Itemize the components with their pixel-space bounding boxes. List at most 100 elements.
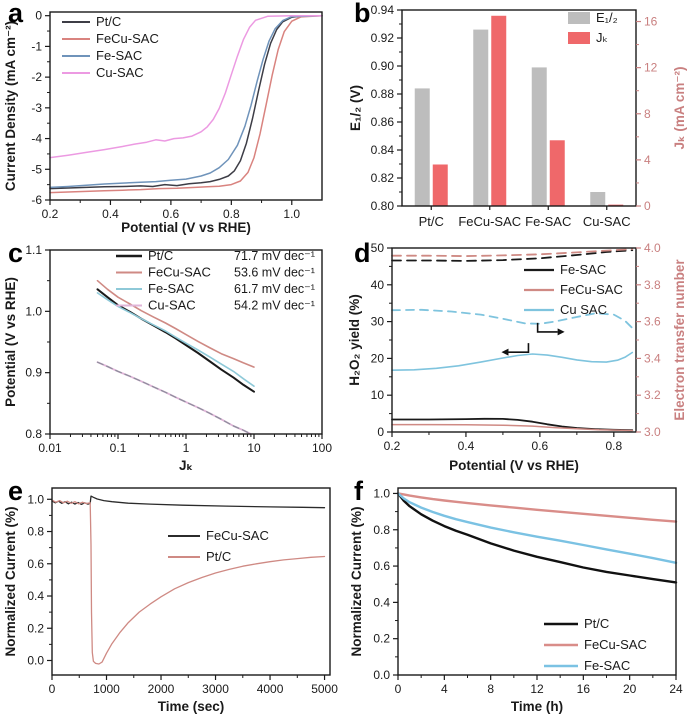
b-bar-Jk-0 [432, 164, 448, 206]
y-tick-label: 0.94 [371, 3, 395, 17]
d-legend-item-2: Cu SAC [524, 302, 607, 317]
d-series-Fe-SAC-n [391, 249, 634, 262]
x-tick-label: 0.01 [38, 441, 62, 455]
legend-label: Fe-SAC [584, 658, 630, 673]
panel-f-label: f [354, 476, 363, 506]
y-tick-label: 0.8 [373, 523, 390, 537]
x-tick-label: 24 [669, 682, 683, 696]
x-tick-label: 0 [49, 682, 56, 696]
b-bar-E1/2-3 [590, 192, 606, 206]
legend-label: Pt/C [584, 616, 609, 631]
b-bar-Jk-2 [549, 140, 565, 206]
legend-value: 53.6 mV dec⁻¹ [234, 266, 315, 280]
e-legend-item-0: FeCu-SAC [168, 528, 269, 543]
x-tick-label: 0.4 [102, 207, 119, 221]
chart-b: Pt/C FeCu-SAC Fe-SAC Cu-SAC 0.80 0.82 0.84 0.86… [348, 3, 687, 229]
x-tick-label: 1 [183, 441, 190, 455]
x-tick-label: 2000 [148, 682, 175, 696]
legend-value: 71.7 mV dec⁻¹ [234, 249, 315, 263]
f-legend-item-2: Fe-SAC [544, 658, 630, 673]
b-bar-E1/2-1 [473, 29, 489, 206]
legend-label: Pt/C [206, 549, 231, 564]
c-series-Cu-SAC-fit [96, 361, 252, 435]
panel-a-label: a [8, 0, 24, 28]
e-legend-item-1: Pt/C [168, 549, 231, 564]
c-ylabel: Potential (V vs RHE) [3, 277, 18, 407]
legend-label: FeCu-SAC [560, 282, 623, 297]
y-tick-label: 1.0 [373, 486, 390, 500]
y-tick-label: 0.0 [27, 653, 44, 667]
y-tick-label: 0.2 [373, 632, 390, 646]
d-legend-item-0: Fe-SAC [524, 262, 606, 277]
panel-c: c 0.01 0.1 1 10 100 0.8 0.9 1.0 1.1 Jₖ Potential (… [0, 240, 346, 478]
axis-arrow [508, 343, 530, 353]
f-series-Pt/C [396, 492, 678, 584]
legend-value: 61.7 mV dec⁻¹ [234, 282, 315, 296]
y-tick-label: -1 [31, 39, 42, 53]
legend-label: Jₖ [596, 30, 608, 45]
y2-tick-label: 4.0 [644, 241, 661, 255]
c-legend-item-2: Fe-SAC 61.7 mV dec⁻¹ [116, 281, 315, 296]
y-tick-label: -2 [31, 70, 42, 84]
y-tick-label: 0.90 [371, 59, 395, 73]
x-tick-label: 0.8 [605, 439, 622, 453]
c-series-Pt/C [96, 288, 255, 393]
x-tick-label: 12 [530, 682, 544, 696]
e-series-Pt/C [51, 499, 326, 665]
f-series-Fe-SAC [396, 492, 678, 565]
y2-tick-label: 3.4 [644, 351, 661, 365]
y-tick-label: 0.80 [371, 199, 395, 213]
legend-label: Cu-SAC [96, 65, 144, 80]
legend-value: 54.2 mV dec⁻¹ [234, 299, 315, 313]
y-tick-label: 1.0 [27, 492, 44, 506]
y-tick-label: -3 [31, 101, 42, 115]
b-bar-Jk-1 [491, 15, 507, 206]
category-label: Cu-SAC [583, 214, 631, 229]
category-label: Fe-SAC [525, 214, 571, 229]
legend-label: FeCu-SAC [148, 265, 211, 280]
panel-a: a 0.2 0.4 0.6 0.8 1.0 0 -1 -2 -3 -4 -5 -6 Potential … [0, 0, 346, 240]
y-tick-label: 0.92 [371, 31, 395, 45]
c-series-Fe-SAC [96, 292, 255, 387]
d-legend-item-1: FeCu-SAC [524, 282, 623, 297]
legend-label: Fe-SAC [148, 281, 194, 296]
chart-c: 0.01 0.1 1 10 100 0.8 0.9 1.0 1.1 Jₖ Potential (V … [3, 243, 332, 473]
y-tick-label: 0.82 [371, 171, 395, 185]
x-tick-label: 0.2 [42, 207, 59, 221]
legend-label: FeCu-SAC [96, 31, 159, 46]
a-legend-item-2: Fe-SAC [62, 48, 142, 63]
panel-d: d 0.2 0.4 0.6 0.8 0 10 20 30 40 50 3.0 3.2 3.4 3.6 3.8… [346, 240, 692, 478]
y-tick-label: 0.86 [371, 115, 395, 129]
x-tick-label: 5000 [311, 682, 338, 696]
c-series-FeCu-SAC [96, 279, 255, 368]
a-series-Fe-SAC [49, 14, 323, 189]
chart-e: 0 1000 2000 3000 4000 5000 0.0 0.2 0.4 0.6 0.8 1.0 T… [3, 487, 338, 714]
panel-c-label: c [8, 238, 24, 268]
d-ylabel2: Electron transfer number [672, 259, 687, 421]
y2-tick-label: 3.0 [644, 425, 661, 439]
chart-a: 0.2 0.4 0.6 0.8 1.0 0 -1 -2 -3 -4 -5 -6 Potential (V… [3, 9, 323, 235]
a-series-FeCu-SAC [49, 14, 323, 194]
y-tick-label: 1.1 [25, 243, 42, 257]
f-ylabel: Normalized Current (%) [349, 506, 364, 656]
legend-label: Pt/C [96, 14, 121, 29]
b-legend-item-0: E₁/₂ [568, 10, 618, 25]
legend-label: Pt/C [148, 248, 173, 263]
y-tick-label: 0 [35, 9, 42, 23]
chart-d: 0.2 0.4 0.6 0.8 0 10 20 30 40 50 3.0 3.2 3.4 3.6 3.8 4.… [347, 241, 687, 473]
d-series-FeCu-SAC-yield [391, 423, 634, 432]
x-tick-label: 10 [247, 441, 261, 455]
f-legend-item-0: Pt/C [544, 616, 609, 631]
y2-tick-label: 3.8 [644, 278, 661, 292]
y-tick-label: 0.0 [373, 668, 390, 682]
y-tick-label: 50 [371, 241, 385, 255]
axis-arrow-head [501, 348, 509, 356]
x-tick-label: 0.1 [110, 441, 127, 455]
y2-tick-label: 4 [644, 153, 651, 167]
x-tick-label: 100 [312, 441, 332, 455]
d-series-Cu-SAC-n [391, 308, 634, 329]
y-tick-label: 20 [371, 351, 385, 365]
y-tick-label: 40 [371, 278, 385, 292]
b-legend-item-1: Jₖ [568, 30, 608, 45]
